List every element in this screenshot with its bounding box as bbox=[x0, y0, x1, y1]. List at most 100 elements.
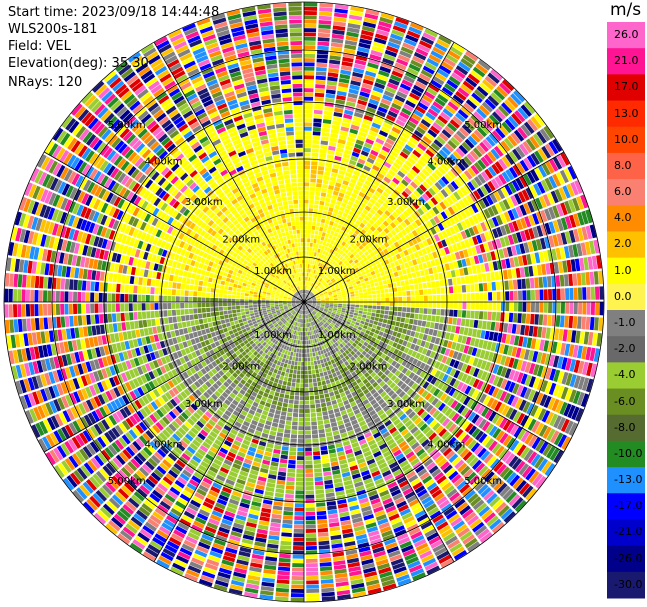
radar-gate bbox=[310, 307, 314, 311]
radar-gate bbox=[340, 69, 352, 76]
radar-gate bbox=[400, 263, 406, 270]
radar-gate bbox=[336, 290, 341, 293]
radar-gate bbox=[451, 341, 457, 350]
radar-gate bbox=[538, 195, 547, 208]
radar-gate bbox=[326, 85, 337, 91]
radar-gate bbox=[527, 434, 538, 448]
radar-gate bbox=[278, 397, 284, 403]
radar-gate bbox=[304, 336, 306, 341]
radar-gate bbox=[333, 298, 338, 301]
radar-gate bbox=[356, 181, 364, 187]
radar-gate bbox=[329, 391, 335, 397]
radar-gate bbox=[392, 331, 398, 337]
radar-gate bbox=[315, 84, 326, 89]
radar-gate bbox=[414, 307, 420, 314]
radar-gate bbox=[304, 391, 309, 396]
radar-gate bbox=[312, 139, 320, 145]
radar-gate bbox=[420, 205, 428, 213]
radar-gate bbox=[332, 273, 337, 278]
radar-gate bbox=[336, 288, 341, 292]
radar-gate bbox=[528, 214, 536, 227]
radar-gate bbox=[502, 469, 514, 481]
radar-gate bbox=[509, 334, 516, 345]
radar-gate bbox=[346, 27, 360, 34]
radar-gate bbox=[521, 189, 530, 201]
radar-gate bbox=[451, 426, 461, 436]
radar-gate bbox=[466, 302, 471, 310]
radar-gate bbox=[513, 90, 526, 103]
radar-gate bbox=[340, 286, 345, 290]
radar-gate bbox=[374, 190, 381, 198]
radar-gate bbox=[307, 297, 311, 300]
radar-gate bbox=[292, 563, 304, 568]
radar-gate bbox=[408, 278, 414, 285]
radar-gate bbox=[474, 310, 480, 319]
radar-gate bbox=[521, 254, 528, 266]
radar-gate bbox=[532, 351, 539, 363]
radar-gate bbox=[436, 265, 442, 273]
radar-gate bbox=[412, 84, 425, 94]
radar-gate bbox=[315, 489, 325, 495]
radar-gate bbox=[329, 285, 335, 289]
radar-gate bbox=[357, 273, 363, 278]
radar-gate bbox=[342, 302, 347, 304]
radar-gate bbox=[407, 184, 415, 193]
radar-gate bbox=[529, 185, 538, 198]
radar-gate bbox=[329, 317, 334, 321]
radar-gate bbox=[452, 115, 463, 126]
radar-gate bbox=[577, 360, 585, 375]
radar-gate bbox=[308, 340, 311, 345]
radar-gate bbox=[406, 30, 421, 39]
radar-gate bbox=[530, 313, 535, 325]
radar-gate bbox=[346, 167, 354, 174]
radar-gate bbox=[321, 591, 335, 597]
radar-gate bbox=[316, 54, 328, 59]
radar-gate bbox=[542, 194, 551, 207]
radar-gate bbox=[312, 352, 316, 357]
radar-gate bbox=[372, 265, 378, 271]
radar-gate bbox=[506, 422, 516, 434]
radar-gate bbox=[351, 299, 355, 302]
radar-gate bbox=[352, 282, 357, 286]
radar-gate bbox=[376, 187, 384, 194]
radar-gate bbox=[339, 255, 344, 261]
radar-gate bbox=[357, 256, 363, 262]
radar-gate bbox=[355, 219, 362, 226]
radar-gate bbox=[333, 306, 338, 309]
radar-gate bbox=[406, 302, 411, 307]
radar-gate bbox=[395, 17, 410, 26]
radar-gate bbox=[275, 488, 285, 494]
radar-gate bbox=[326, 193, 332, 199]
radar-gate bbox=[315, 295, 320, 298]
radar-gate bbox=[276, 479, 286, 485]
radar-gate bbox=[565, 358, 572, 371]
radar-gate bbox=[463, 345, 470, 354]
radar-gate bbox=[463, 170, 473, 180]
radar-gate bbox=[579, 331, 585, 344]
radar-gate bbox=[388, 310, 394, 316]
radar-gate bbox=[342, 153, 351, 159]
radar-gate bbox=[422, 262, 428, 269]
radar-gate bbox=[439, 64, 452, 75]
radar-gate bbox=[319, 268, 323, 273]
radar-gate bbox=[378, 340, 384, 347]
radar-gate bbox=[348, 339, 354, 345]
radar-gate bbox=[326, 80, 338, 86]
radar-gate bbox=[532, 226, 540, 239]
radar-gate bbox=[501, 333, 507, 344]
radar-gate bbox=[494, 176, 504, 187]
radar-gate bbox=[359, 38, 372, 45]
radar-gate bbox=[471, 246, 478, 256]
radar-gate bbox=[313, 291, 318, 295]
radar-gate bbox=[291, 360, 295, 366]
radar-gate bbox=[338, 192, 345, 198]
radar-gate bbox=[354, 307, 359, 311]
radar-gate bbox=[473, 444, 484, 456]
radar-gate bbox=[309, 191, 315, 196]
radar-gate bbox=[390, 192, 398, 200]
radar-gate bbox=[309, 286, 312, 291]
radar-gate bbox=[305, 294, 308, 299]
radar-gate bbox=[324, 294, 329, 297]
radar-gate bbox=[313, 204, 319, 209]
radar-gate bbox=[332, 291, 337, 295]
